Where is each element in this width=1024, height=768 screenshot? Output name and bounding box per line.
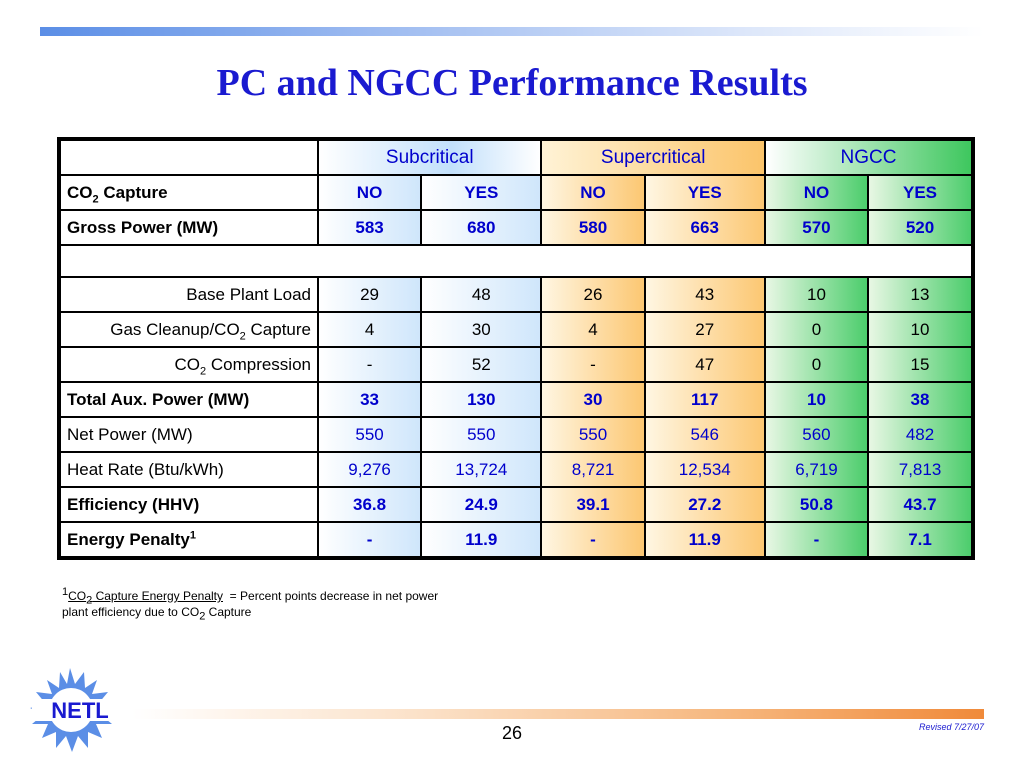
- cell: 560: [763, 416, 870, 453]
- row-label: Net Power (MW): [58, 416, 319, 453]
- header-supercritical: Supercritical: [540, 138, 766, 176]
- cell: 550: [316, 416, 423, 453]
- cell: 10: [763, 276, 870, 313]
- cell: 7,813: [867, 451, 974, 488]
- cell: 50.8: [763, 486, 870, 523]
- cell: 10: [867, 311, 974, 348]
- table-row-efficiency: Efficiency (HHV) 36.8 24.9 39.1 27.2 50.…: [58, 486, 974, 523]
- cell: 0: [763, 311, 870, 348]
- cell: 48: [420, 276, 543, 313]
- table-row-total-aux-power: Total Aux. Power (MW) 33 130 30 117 10 3…: [58, 381, 974, 418]
- row-label: CO2 Compression: [58, 346, 319, 383]
- cell: 6,719: [763, 451, 870, 488]
- cell: 8,721: [540, 451, 646, 488]
- row-label: Heat Rate (Btu/kWh): [58, 451, 319, 488]
- cell: 15: [867, 346, 974, 383]
- cell: YES: [867, 174, 974, 211]
- svg-text:NETL: NETL: [51, 698, 108, 723]
- performance-table: Subcritical Supercritical NGCC CO2 Captu…: [57, 137, 975, 560]
- cell: -: [316, 521, 423, 559]
- cell: 12,534: [643, 451, 766, 488]
- cell: 29: [316, 276, 423, 313]
- cell: 680: [420, 209, 543, 246]
- header-blank-cell: [58, 138, 319, 176]
- row-label: CO2 Capture: [58, 174, 319, 211]
- cell: 13: [867, 276, 974, 313]
- cell: 36.8: [316, 486, 423, 523]
- cell: 24.9: [420, 486, 543, 523]
- table-row-co2-compression: CO2 Compression - 52 - 47 0 15: [58, 346, 974, 383]
- row-label: Energy Penalty1: [58, 521, 319, 559]
- cell: YES: [420, 174, 543, 211]
- row-label: Base Plant Load: [58, 276, 319, 313]
- cell: 39.1: [540, 486, 646, 523]
- cell: 482: [867, 416, 974, 453]
- table-row-gross-power: Gross Power (MW) 583 680 580 663 570 520: [58, 209, 974, 246]
- cell: 27.2: [643, 486, 766, 523]
- cell: 0: [763, 346, 870, 383]
- table-row-energy-penalty: Energy Penalty1 - 11.9 - 11.9 - 7.1: [58, 521, 974, 559]
- row-label: Gas Cleanup/CO2 Capture: [58, 311, 319, 348]
- cell: 30: [540, 381, 646, 418]
- cell: 117: [643, 381, 766, 418]
- table-row-gas-cleanup: Gas Cleanup/CO2 Capture 4 30 4 27 0 10: [58, 311, 974, 348]
- cell: 13,724: [420, 451, 543, 488]
- header-ngcc: NGCC: [763, 138, 975, 176]
- slide-title: PC and NGCC Performance Results: [216, 62, 808, 104]
- cell: 9,276: [316, 451, 423, 488]
- cell: 11.9: [643, 521, 766, 559]
- cell: 10: [763, 381, 870, 418]
- table-row-net-power: Net Power (MW) 550 550 550 546 560 482: [58, 416, 974, 453]
- table-spacer-row: [58, 244, 974, 278]
- cell: -: [316, 346, 423, 383]
- spacer-cell: [58, 244, 974, 278]
- cell: 550: [540, 416, 646, 453]
- cell: 550: [420, 416, 543, 453]
- cell: 26: [540, 276, 646, 313]
- cell: 663: [643, 209, 766, 246]
- revised-date: Revised 7/27/07: [918, 722, 984, 732]
- footnote-line-2: plant efficiency due to CO2 Capture: [62, 605, 252, 623]
- row-label: Total Aux. Power (MW): [58, 381, 319, 418]
- cell: 38: [867, 381, 974, 418]
- cell: 30: [420, 311, 543, 348]
- cell: NO: [763, 174, 870, 211]
- row-label: Efficiency (HHV): [58, 486, 319, 523]
- cell: 52: [420, 346, 543, 383]
- cell: NO: [316, 174, 423, 211]
- header-subcritical: Subcritical: [316, 138, 543, 176]
- bottom-accent-bar: [132, 709, 984, 719]
- footnote-line-1: 1CO2 Capture Energy Penalty = Percent po…: [62, 586, 439, 607]
- cell: 546: [643, 416, 766, 453]
- cell: 520: [867, 209, 974, 246]
- row-label: Gross Power (MW): [58, 209, 319, 246]
- cell: 580: [540, 209, 646, 246]
- cell: 570: [763, 209, 870, 246]
- cell: YES: [643, 174, 766, 211]
- netl-logo-icon: NETL: [30, 668, 128, 752]
- cell: 130: [420, 381, 543, 418]
- top-accent-bar: [40, 27, 984, 36]
- cell: -: [540, 521, 646, 559]
- cell: -: [763, 521, 870, 559]
- table-row-heat-rate: Heat Rate (Btu/kWh) 9,276 13,724 8,721 1…: [58, 451, 974, 488]
- cell: -: [540, 346, 646, 383]
- cell: 33: [316, 381, 423, 418]
- cell: 4: [540, 311, 646, 348]
- cell: 4: [316, 311, 423, 348]
- table-row-co2-capture: CO2 Capture NO YES NO YES NO YES: [58, 174, 974, 211]
- header-row: Subcritical Supercritical NGCC: [58, 138, 975, 176]
- cell: NO: [540, 174, 646, 211]
- table-row-base-plant-load: Base Plant Load 29 48 26 43 10 13: [58, 276, 974, 313]
- cell: 583: [316, 209, 423, 246]
- page-number: 26: [501, 723, 523, 743]
- cell: 11.9: [420, 521, 543, 559]
- cell: 43.7: [867, 486, 974, 523]
- cell: 47: [643, 346, 766, 383]
- cell: 27: [643, 311, 766, 348]
- netl-logo: NETL: [22, 666, 132, 756]
- cell: 43: [643, 276, 766, 313]
- cell: 7.1: [867, 521, 974, 559]
- footnote: 1CO2 Capture Energy Penalty = Percent po…: [62, 586, 439, 623]
